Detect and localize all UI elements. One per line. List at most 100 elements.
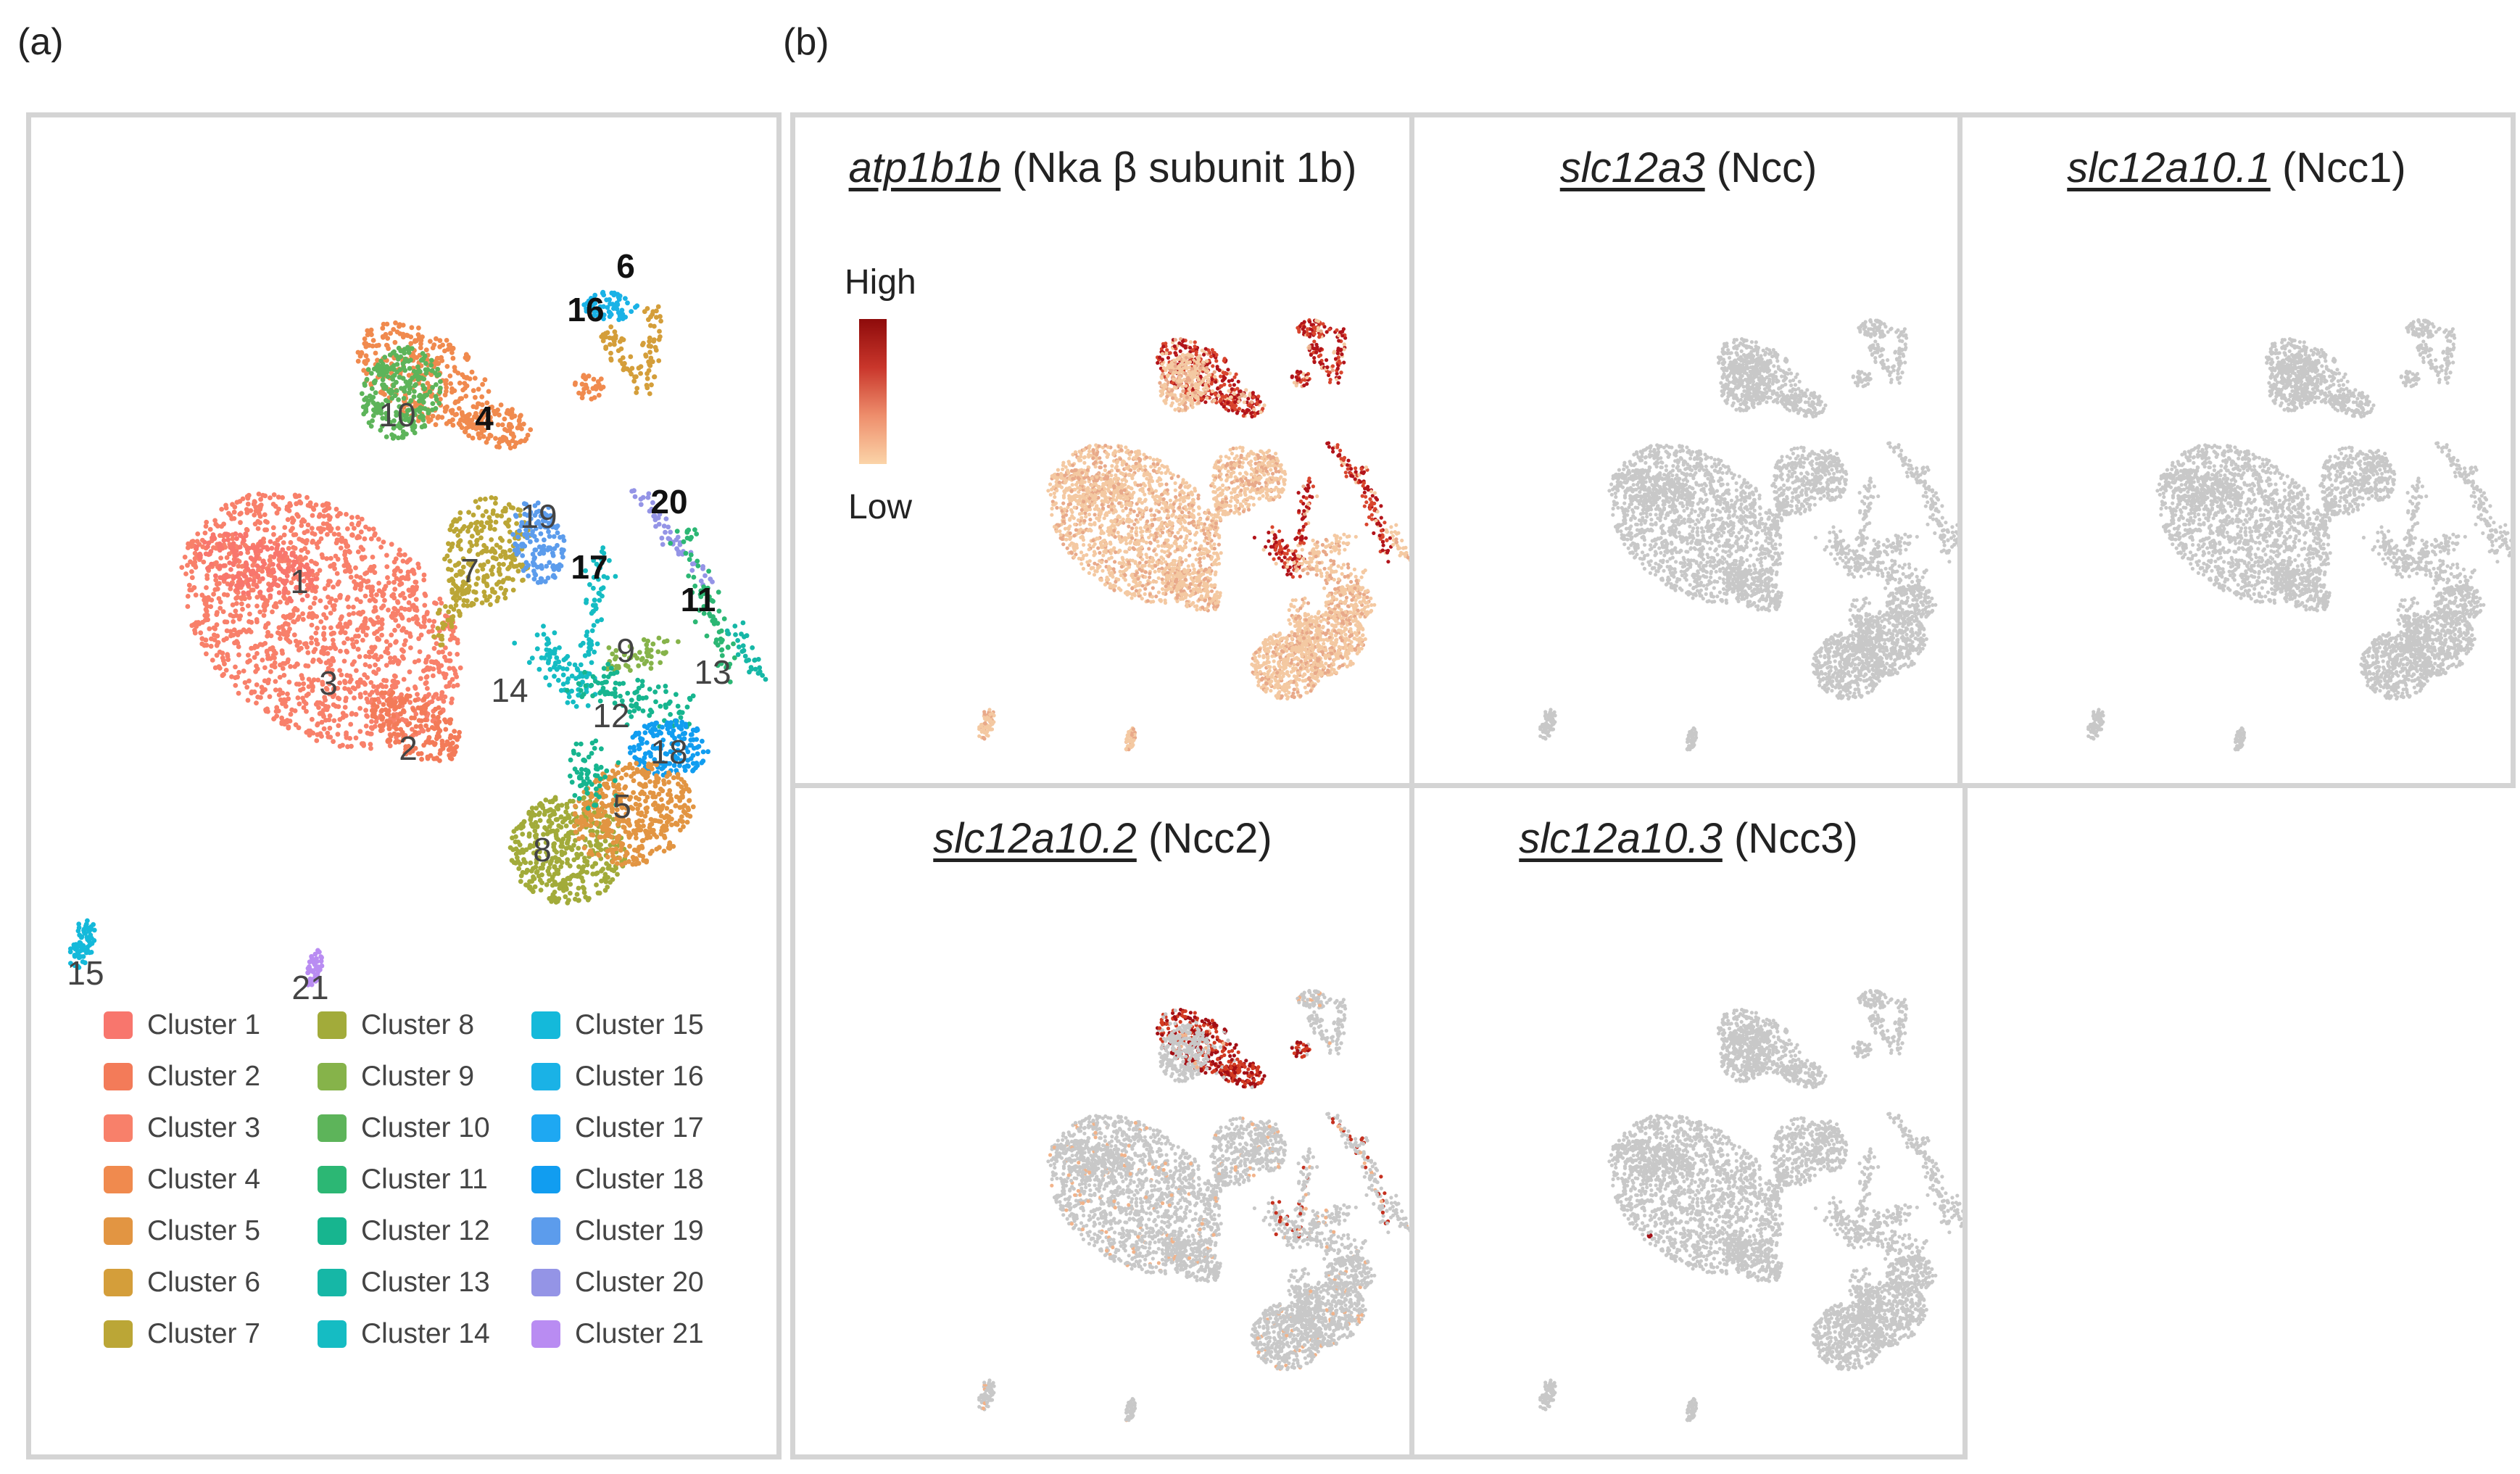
cell-point xyxy=(513,441,519,446)
cell-point xyxy=(353,565,358,571)
cell-point xyxy=(644,835,650,841)
cell-point xyxy=(629,365,635,371)
cell-point xyxy=(539,872,544,877)
cell-point xyxy=(395,566,400,571)
cell-point xyxy=(705,585,710,591)
cell-point xyxy=(344,544,349,550)
cell-point xyxy=(388,719,393,725)
cell-point xyxy=(200,544,206,550)
cell-point xyxy=(661,848,667,854)
cell-point xyxy=(655,684,661,690)
cell-point xyxy=(451,752,457,757)
cell-point xyxy=(427,389,433,394)
cell-point xyxy=(487,594,492,600)
cell-point xyxy=(275,563,281,568)
cell-point xyxy=(718,647,724,653)
cell-point xyxy=(763,676,768,682)
cell-point xyxy=(387,420,393,426)
cell-point xyxy=(370,555,376,560)
cell-point xyxy=(455,543,461,549)
cell-point xyxy=(666,816,672,821)
cell-point xyxy=(471,404,476,410)
cell-point xyxy=(302,571,308,577)
cell-point xyxy=(542,537,547,543)
cell-point xyxy=(633,801,639,807)
cell-point xyxy=(492,589,497,595)
legend-label: Cluster 18 xyxy=(575,1164,704,1196)
legend-swatch xyxy=(531,1217,560,1245)
cell-point xyxy=(612,329,618,335)
cell-point xyxy=(619,336,625,341)
cell-point xyxy=(585,806,591,811)
cell-point xyxy=(391,426,397,431)
cell-point xyxy=(297,493,302,499)
cell-point xyxy=(409,346,415,352)
cell-point xyxy=(252,513,257,518)
cell-point xyxy=(608,350,613,356)
cell-point xyxy=(673,755,678,761)
cell-point xyxy=(238,550,244,556)
cell-point xyxy=(256,492,262,497)
cell-point xyxy=(617,819,622,824)
cell-point xyxy=(342,630,348,636)
cell-point xyxy=(1140,545,1144,550)
cell-point xyxy=(370,597,376,602)
cell-point xyxy=(320,679,326,685)
cell-point xyxy=(84,946,90,952)
cell-point xyxy=(299,523,304,529)
cell-point xyxy=(303,555,308,560)
cell-point xyxy=(401,405,407,410)
cell-point xyxy=(260,576,265,581)
cell-point xyxy=(198,630,204,636)
cell-point xyxy=(416,636,421,642)
cell-point xyxy=(616,782,621,788)
cell-point xyxy=(547,682,552,688)
cell-point xyxy=(241,539,246,544)
cell-point xyxy=(401,365,407,370)
cell-point xyxy=(258,548,263,554)
cell-point xyxy=(310,688,315,693)
cell-point xyxy=(623,806,629,811)
cell-point xyxy=(378,654,384,659)
cell-point xyxy=(648,654,654,659)
cell-point xyxy=(666,779,671,785)
cell-point xyxy=(536,666,542,672)
cell-point xyxy=(435,361,440,366)
cell-point xyxy=(676,795,682,800)
cell-point xyxy=(395,423,400,428)
cell-point xyxy=(460,556,466,562)
cell-point xyxy=(671,775,676,781)
cell-point xyxy=(419,413,425,418)
cell-point xyxy=(380,377,386,383)
cell-point xyxy=(558,814,564,819)
cell-point xyxy=(263,708,269,714)
cell-point xyxy=(473,597,479,603)
cell-point xyxy=(462,523,467,529)
cell-point xyxy=(439,738,445,744)
cell-point xyxy=(668,541,673,546)
cell-point xyxy=(406,373,412,378)
cell-point xyxy=(620,703,626,708)
cluster-label-1: 1 xyxy=(290,562,309,601)
cell-point xyxy=(349,661,355,667)
cell-point xyxy=(257,589,262,595)
cell-point xyxy=(494,581,500,587)
cell-point xyxy=(573,704,579,709)
cell-point xyxy=(538,803,543,808)
cell-point xyxy=(393,740,398,745)
cell-point xyxy=(315,526,321,531)
cell-point xyxy=(578,662,584,668)
cell-point xyxy=(640,708,646,713)
cell-point xyxy=(423,723,428,729)
legend-label: Cluster 9 xyxy=(361,1061,474,1093)
cell-point xyxy=(406,401,412,407)
cell-point xyxy=(692,583,698,589)
cell-point xyxy=(253,508,259,514)
cell-point xyxy=(694,531,700,537)
cell-point xyxy=(435,626,441,631)
cell-point xyxy=(691,574,697,580)
cell-point xyxy=(536,508,542,514)
cell-point xyxy=(249,571,254,577)
cell-point xyxy=(569,674,575,679)
cell-point xyxy=(536,580,541,585)
